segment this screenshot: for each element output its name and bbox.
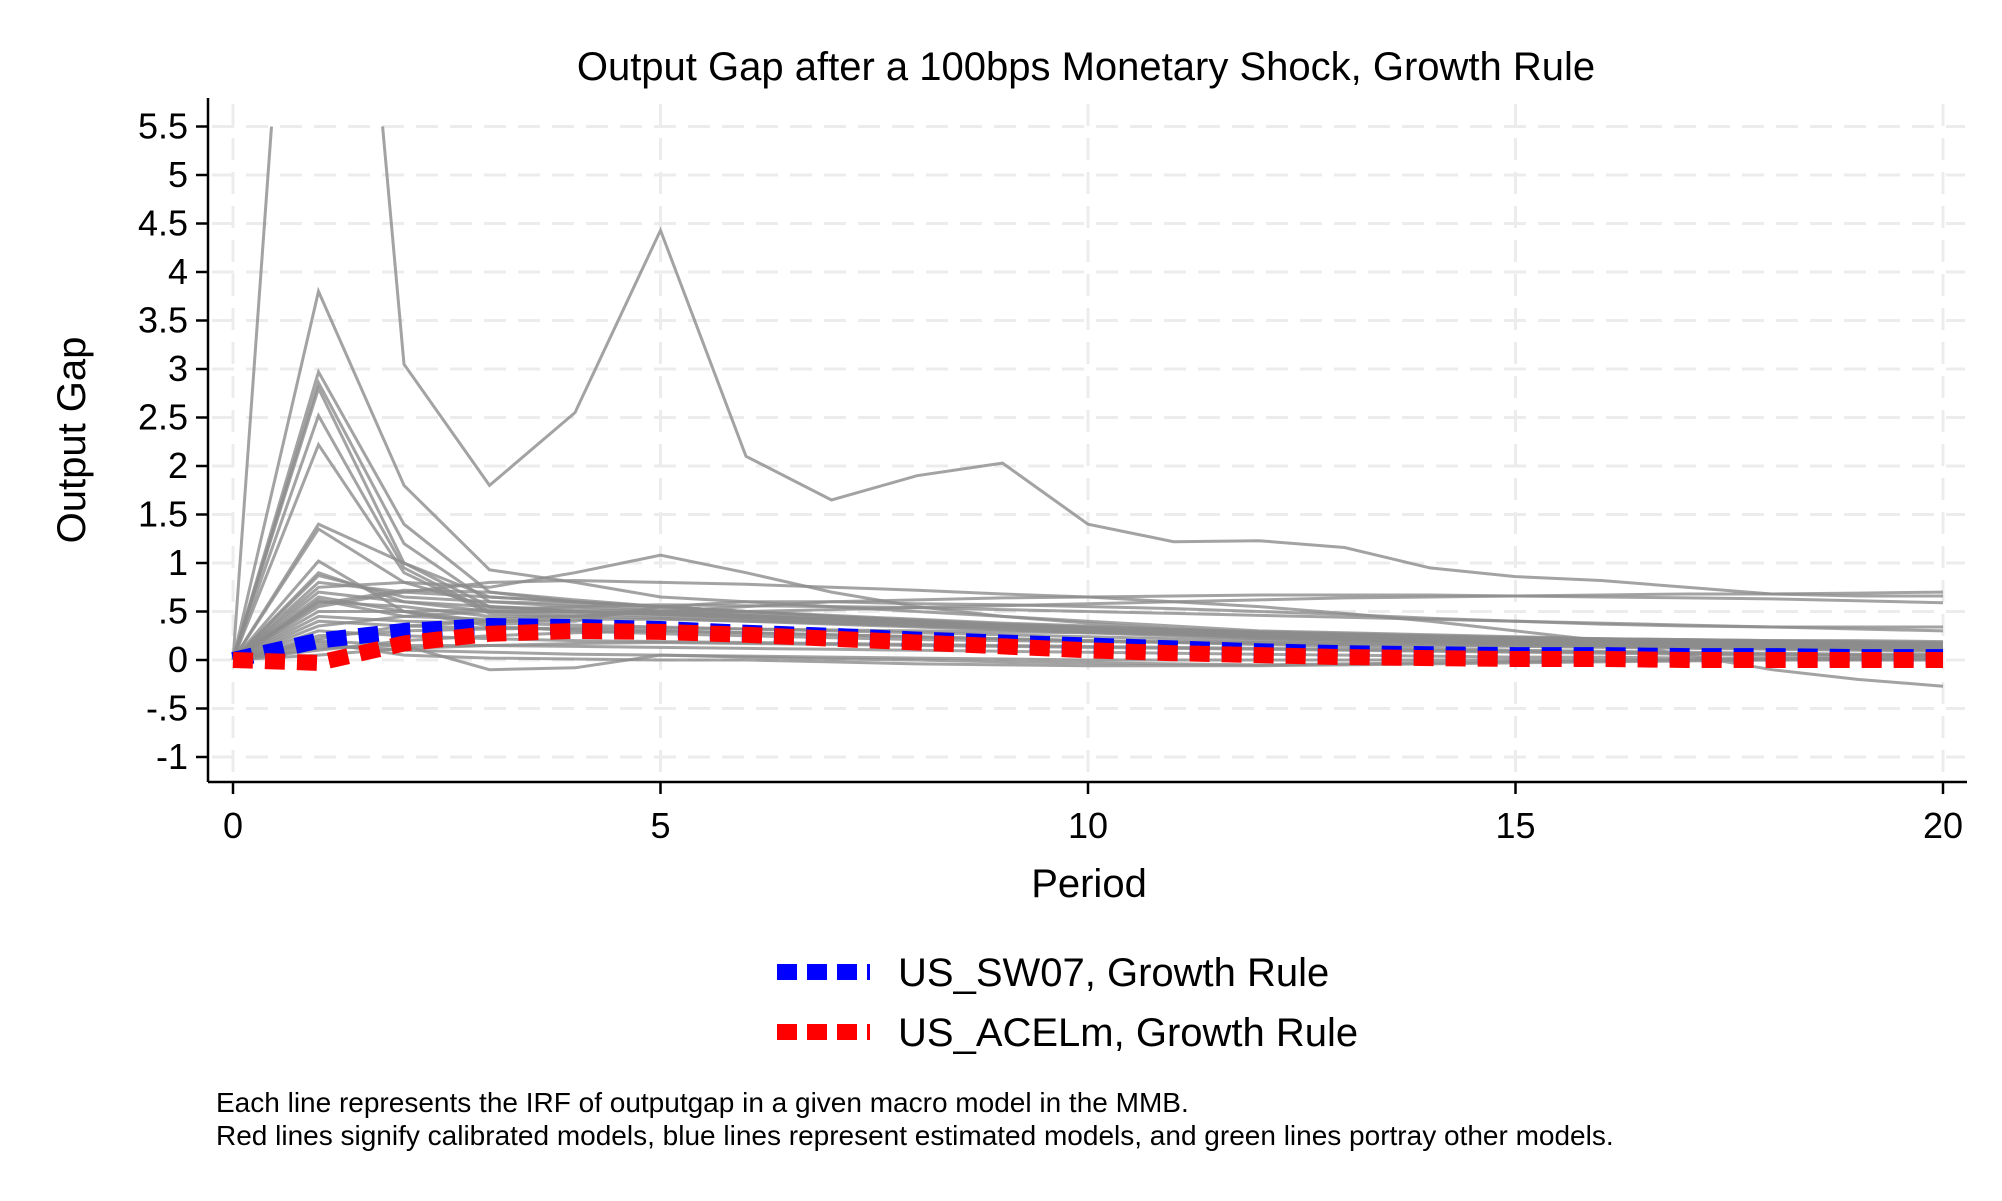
y-tick-label: 4 [168,251,188,292]
footnote: Each line represents the IRF of outputga… [216,1087,1614,1151]
x-tick-label: 15 [1495,805,1535,846]
y-axis-ticks: -1 -.5 0 .5 1 1.5 2 2.5 3 3.5 4 4.5 5 5.5 [138,106,208,777]
model-irf-line [231,126,273,661]
y-tick-label: 5 [168,154,188,195]
y-tick-label: -.5 [146,688,188,729]
x-tick-label: 5 [650,805,670,846]
background-series-group [231,126,1944,688]
y-tick-label: 2.5 [138,397,188,438]
model-irf-line [232,614,1944,662]
y-tick-label: 0 [168,639,188,680]
x-axis-label: Period [1031,862,1147,906]
legend-item-us-acelm: US_ACELm, Growth Rule [777,1011,1358,1055]
model-irf-line [232,590,1944,662]
chart-title: Output Gap after a 100bps Monetary Shock… [577,45,1595,89]
y-tick-label: 5.5 [138,106,188,147]
legend-label-us-acelm: US_ACELm, Growth Rule [898,1011,1358,1055]
model-irf-line [381,126,1943,598]
x-tick-label: 10 [1068,805,1108,846]
y-tick-label: 2 [168,445,188,486]
x-tick-label: 20 [1923,805,1963,846]
model-irf-line [232,629,1943,662]
legend-label-us-sw07: US_SW07, Growth Rule [898,951,1329,995]
model-irf-line [232,578,1944,688]
x-tick-label: 0 [223,805,243,846]
y-tick-label: 4.5 [138,203,188,244]
legend-item-us-sw07: US_SW07, Growth Rule [777,951,1329,995]
plot-area [231,126,1944,688]
y-axis-label: Output Gap [50,337,94,544]
model-irf-line [232,640,1943,668]
note-line-2: Red lines signify calibrated models, blu… [216,1120,1614,1151]
x-axis-ticks: 0 5 10 15 20 [223,782,1963,846]
y-tick-label: 1 [168,542,188,583]
model-irf-line [232,644,1944,662]
y-tick-label: -1 [156,736,188,777]
y-tick-label: 3.5 [138,300,188,341]
model-irf-line [232,603,1944,662]
y-tick-label: 1.5 [138,494,188,535]
legend: US_SW07, Growth Rule US_ACELm, Growth Ru… [777,951,1358,1055]
model-irf-line [232,617,1944,662]
note-line-1: Each line represents the IRF of outputga… [216,1087,1189,1118]
y-tick-label: 3 [168,348,188,389]
y-tick-label: .5 [158,591,188,632]
